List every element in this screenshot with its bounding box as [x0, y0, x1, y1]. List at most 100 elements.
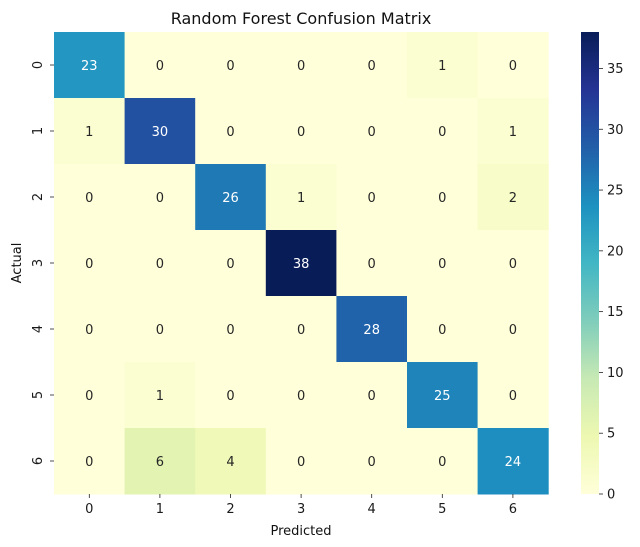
- heatmap-cell: [336, 296, 408, 363]
- heatmap-cell: [195, 362, 267, 429]
- heatmap-cell: [407, 230, 479, 297]
- cell-value-label: 0: [226, 59, 234, 74]
- heatmap-cell: [265, 296, 337, 363]
- heatmap-cell: [124, 98, 196, 165]
- cell-value-label: 0: [226, 257, 234, 272]
- cell-value-label: 0: [368, 389, 376, 404]
- heatmap-cell: [195, 230, 267, 297]
- cell-value-label: 26: [222, 191, 239, 206]
- cell-value-label: 0: [509, 323, 517, 338]
- cell-value-label: 0: [368, 455, 376, 470]
- cell-value-label: 25: [434, 389, 451, 404]
- heatmap-cell: [336, 98, 408, 165]
- cell-value-label: 0: [438, 455, 446, 470]
- heatmap-cell: [124, 362, 196, 429]
- heatmap-cell: [477, 32, 549, 99]
- cell-value-label: 0: [297, 59, 305, 74]
- heatmap-cell: [336, 362, 408, 429]
- y-tick-label: 1: [31, 127, 46, 135]
- heatmap-cell: [54, 164, 126, 231]
- heatmap-cell: [265, 98, 337, 165]
- cell-value-label: 0: [368, 59, 376, 74]
- heatmap-cell: [477, 362, 549, 429]
- colorbar-tick-label: 30: [607, 123, 624, 138]
- x-axis-label: Predicted: [270, 524, 331, 539]
- x-tick-label: 4: [368, 502, 376, 517]
- heatmap-cell: [336, 32, 408, 99]
- heatmap-cells: 23 0 0 0 0 1 0 1 30 0 0 0 0 1 0 0 26 1 0 0 2 0 0 0 38 0 0 0 0 0 0 0 28 0 0…: [54, 32, 549, 495]
- heatmap-cell: [477, 230, 549, 297]
- heatmap-cell: [54, 230, 126, 297]
- heatmap-cell: [54, 296, 126, 363]
- cell-value-label: 0: [226, 125, 234, 140]
- colorbar-tick-label: 5: [607, 427, 615, 442]
- heatmap-cell: [124, 428, 196, 495]
- colorbar: 0 5 10 15 20 25 30 35: [581, 32, 624, 503]
- colorbar-tick-label: 15: [607, 305, 624, 320]
- cell-value-label: 0: [297, 389, 305, 404]
- y-tick-label: 3: [31, 259, 46, 267]
- heatmap-cell: [265, 32, 337, 99]
- cell-value-label: 0: [85, 191, 93, 206]
- cell-value-label: 0: [438, 323, 446, 338]
- heatmap-cell: [195, 32, 267, 99]
- cell-value-label: 0: [368, 191, 376, 206]
- heatmap-cell: [477, 428, 549, 495]
- heatmap-cell: [407, 296, 479, 363]
- colorbar-tick-label: 35: [607, 62, 624, 77]
- cell-value-label: 0: [368, 257, 376, 272]
- heatmap-cell: [265, 428, 337, 495]
- x-tick-label: 5: [438, 502, 446, 517]
- cell-value-label: 24: [505, 455, 522, 470]
- y-tick-label: 6: [31, 457, 46, 465]
- heatmap-cell: [265, 230, 337, 297]
- cell-value-label: 0: [156, 59, 164, 74]
- cell-value-label: 0: [85, 323, 93, 338]
- heatmap-cell: [407, 98, 479, 165]
- cell-value-label: 38: [293, 257, 310, 272]
- cell-value-label: 0: [226, 323, 234, 338]
- cell-value-label: 1: [156, 389, 164, 404]
- y-tick-label: 0: [31, 61, 46, 69]
- y-tick-label: 4: [31, 325, 46, 333]
- heatmap-cell: [124, 296, 196, 363]
- cell-value-label: 0: [85, 257, 93, 272]
- colorbar-tick-label: 20: [607, 244, 624, 259]
- heatmap-cell: [54, 362, 126, 429]
- heatmap-cell: [477, 98, 549, 165]
- heatmap-cell: [195, 428, 267, 495]
- heatmap-cell: [477, 164, 549, 231]
- cell-value-label: 2: [509, 191, 517, 206]
- y-tick-label: 5: [31, 391, 46, 399]
- cell-value-label: 0: [509, 59, 517, 74]
- cell-value-label: 0: [85, 389, 93, 404]
- x-tick-label: 2: [226, 502, 234, 517]
- heatmap-cell: [195, 98, 267, 165]
- cell-value-label: 0: [438, 257, 446, 272]
- heatmap-cell: [124, 164, 196, 231]
- heatmap-cell: [265, 164, 337, 231]
- cell-value-label: 30: [152, 125, 169, 140]
- cell-value-label: 0: [156, 323, 164, 338]
- heatmap-cell: [407, 164, 479, 231]
- cell-value-label: 0: [226, 389, 234, 404]
- y-axis-label: Actual: [10, 243, 25, 284]
- colorbar-gradient: [581, 32, 599, 494]
- chart-title: Random Forest Confusion Matrix: [171, 9, 432, 28]
- heatmap-cell: [54, 98, 126, 165]
- colorbar-tick-label: 25: [607, 184, 624, 199]
- colorbar-tick-label: 0: [607, 488, 615, 503]
- cell-value-label: 0: [297, 323, 305, 338]
- heatmap-cell: [195, 296, 267, 363]
- x-tick-label: 0: [85, 502, 93, 517]
- heatmap-cell: [195, 164, 267, 231]
- cell-value-label: 0: [438, 125, 446, 140]
- cell-value-label: 4: [226, 455, 234, 470]
- cell-value-label: 0: [509, 257, 517, 272]
- colorbar-tick-label: 10: [607, 366, 624, 381]
- y-axis-ticks: 0 1 2 3 4 5 6: [31, 61, 54, 465]
- cell-value-label: 0: [438, 191, 446, 206]
- cell-value-label: 1: [297, 191, 305, 206]
- heatmap-cell: [407, 362, 479, 429]
